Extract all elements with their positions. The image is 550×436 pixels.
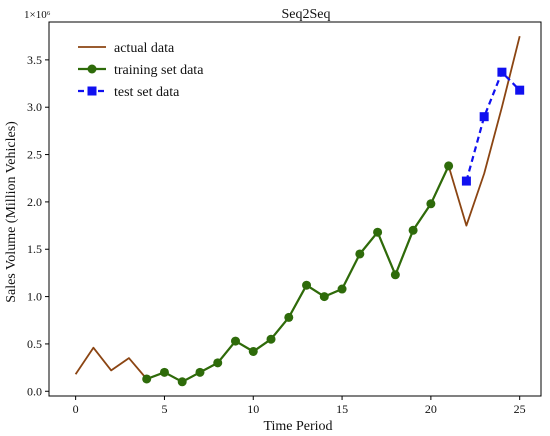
series-layer <box>74 35 525 387</box>
training-point <box>426 199 436 209</box>
y-tick-label: 1.5 <box>27 242 42 256</box>
training-point <box>177 377 187 387</box>
training-point <box>373 227 383 237</box>
y-tick-label: 0.5 <box>27 337 42 351</box>
test-point <box>479 112 489 122</box>
training-point <box>355 249 365 259</box>
legend-label-0: actual data <box>114 41 175 56</box>
y-axis-ticks: 0.0 0.5 1.0 1.5 2.0 2.5 3.0 3.5 <box>27 53 49 398</box>
legend-marker-square <box>87 86 97 96</box>
training-point <box>337 284 347 294</box>
y-tick-label: 1.0 <box>27 290 42 304</box>
training-point <box>444 161 454 171</box>
test-point <box>515 85 525 95</box>
x-tick-label: 20 <box>425 402 437 416</box>
x-tick-label: 0 <box>73 402 79 416</box>
x-axis-label: Time Period <box>263 419 332 434</box>
y-axis-label: Sales Volume (Million Vehicles) <box>4 121 19 303</box>
series-line-2 <box>465 71 521 182</box>
x-tick-label: 25 <box>514 402 526 416</box>
training-point <box>142 374 152 384</box>
y-tick-label: 2.5 <box>27 148 42 162</box>
legend-marker-circle <box>87 64 97 74</box>
training-point <box>230 336 240 346</box>
y-tick-label: 2.0 <box>27 195 42 209</box>
training-point <box>195 367 205 377</box>
training-point <box>159 367 169 377</box>
y-tick-label: 3.0 <box>27 100 42 114</box>
x-axis-ticks: 0 5 10 15 20 25 <box>73 396 526 416</box>
training-point <box>302 280 312 290</box>
x-tick-label: 10 <box>247 402 259 416</box>
training-point <box>213 358 223 368</box>
test-point <box>461 176 471 186</box>
training-point <box>248 346 258 356</box>
y-tick-label: 0.0 <box>27 384 42 398</box>
training-point <box>266 334 276 344</box>
legend-label-2: test set data <box>114 85 180 100</box>
training-point <box>284 312 294 322</box>
chart-title: Seq2Seq <box>282 7 331 22</box>
plot-frame <box>48 21 542 397</box>
y-tick-label: 3.5 <box>27 53 42 67</box>
training-point <box>319 292 329 302</box>
training-point <box>408 225 418 235</box>
test-point <box>497 67 507 77</box>
legend: actual data training set data test set dat… <box>78 41 204 100</box>
series-line-1 <box>146 165 450 383</box>
x-tick-label: 15 <box>336 402 348 416</box>
y-multiplier-label: 1×10⁶ <box>24 9 51 21</box>
training-point <box>390 270 400 280</box>
legend-label-1: training set data <box>114 63 204 78</box>
x-tick-label: 5 <box>161 402 167 416</box>
